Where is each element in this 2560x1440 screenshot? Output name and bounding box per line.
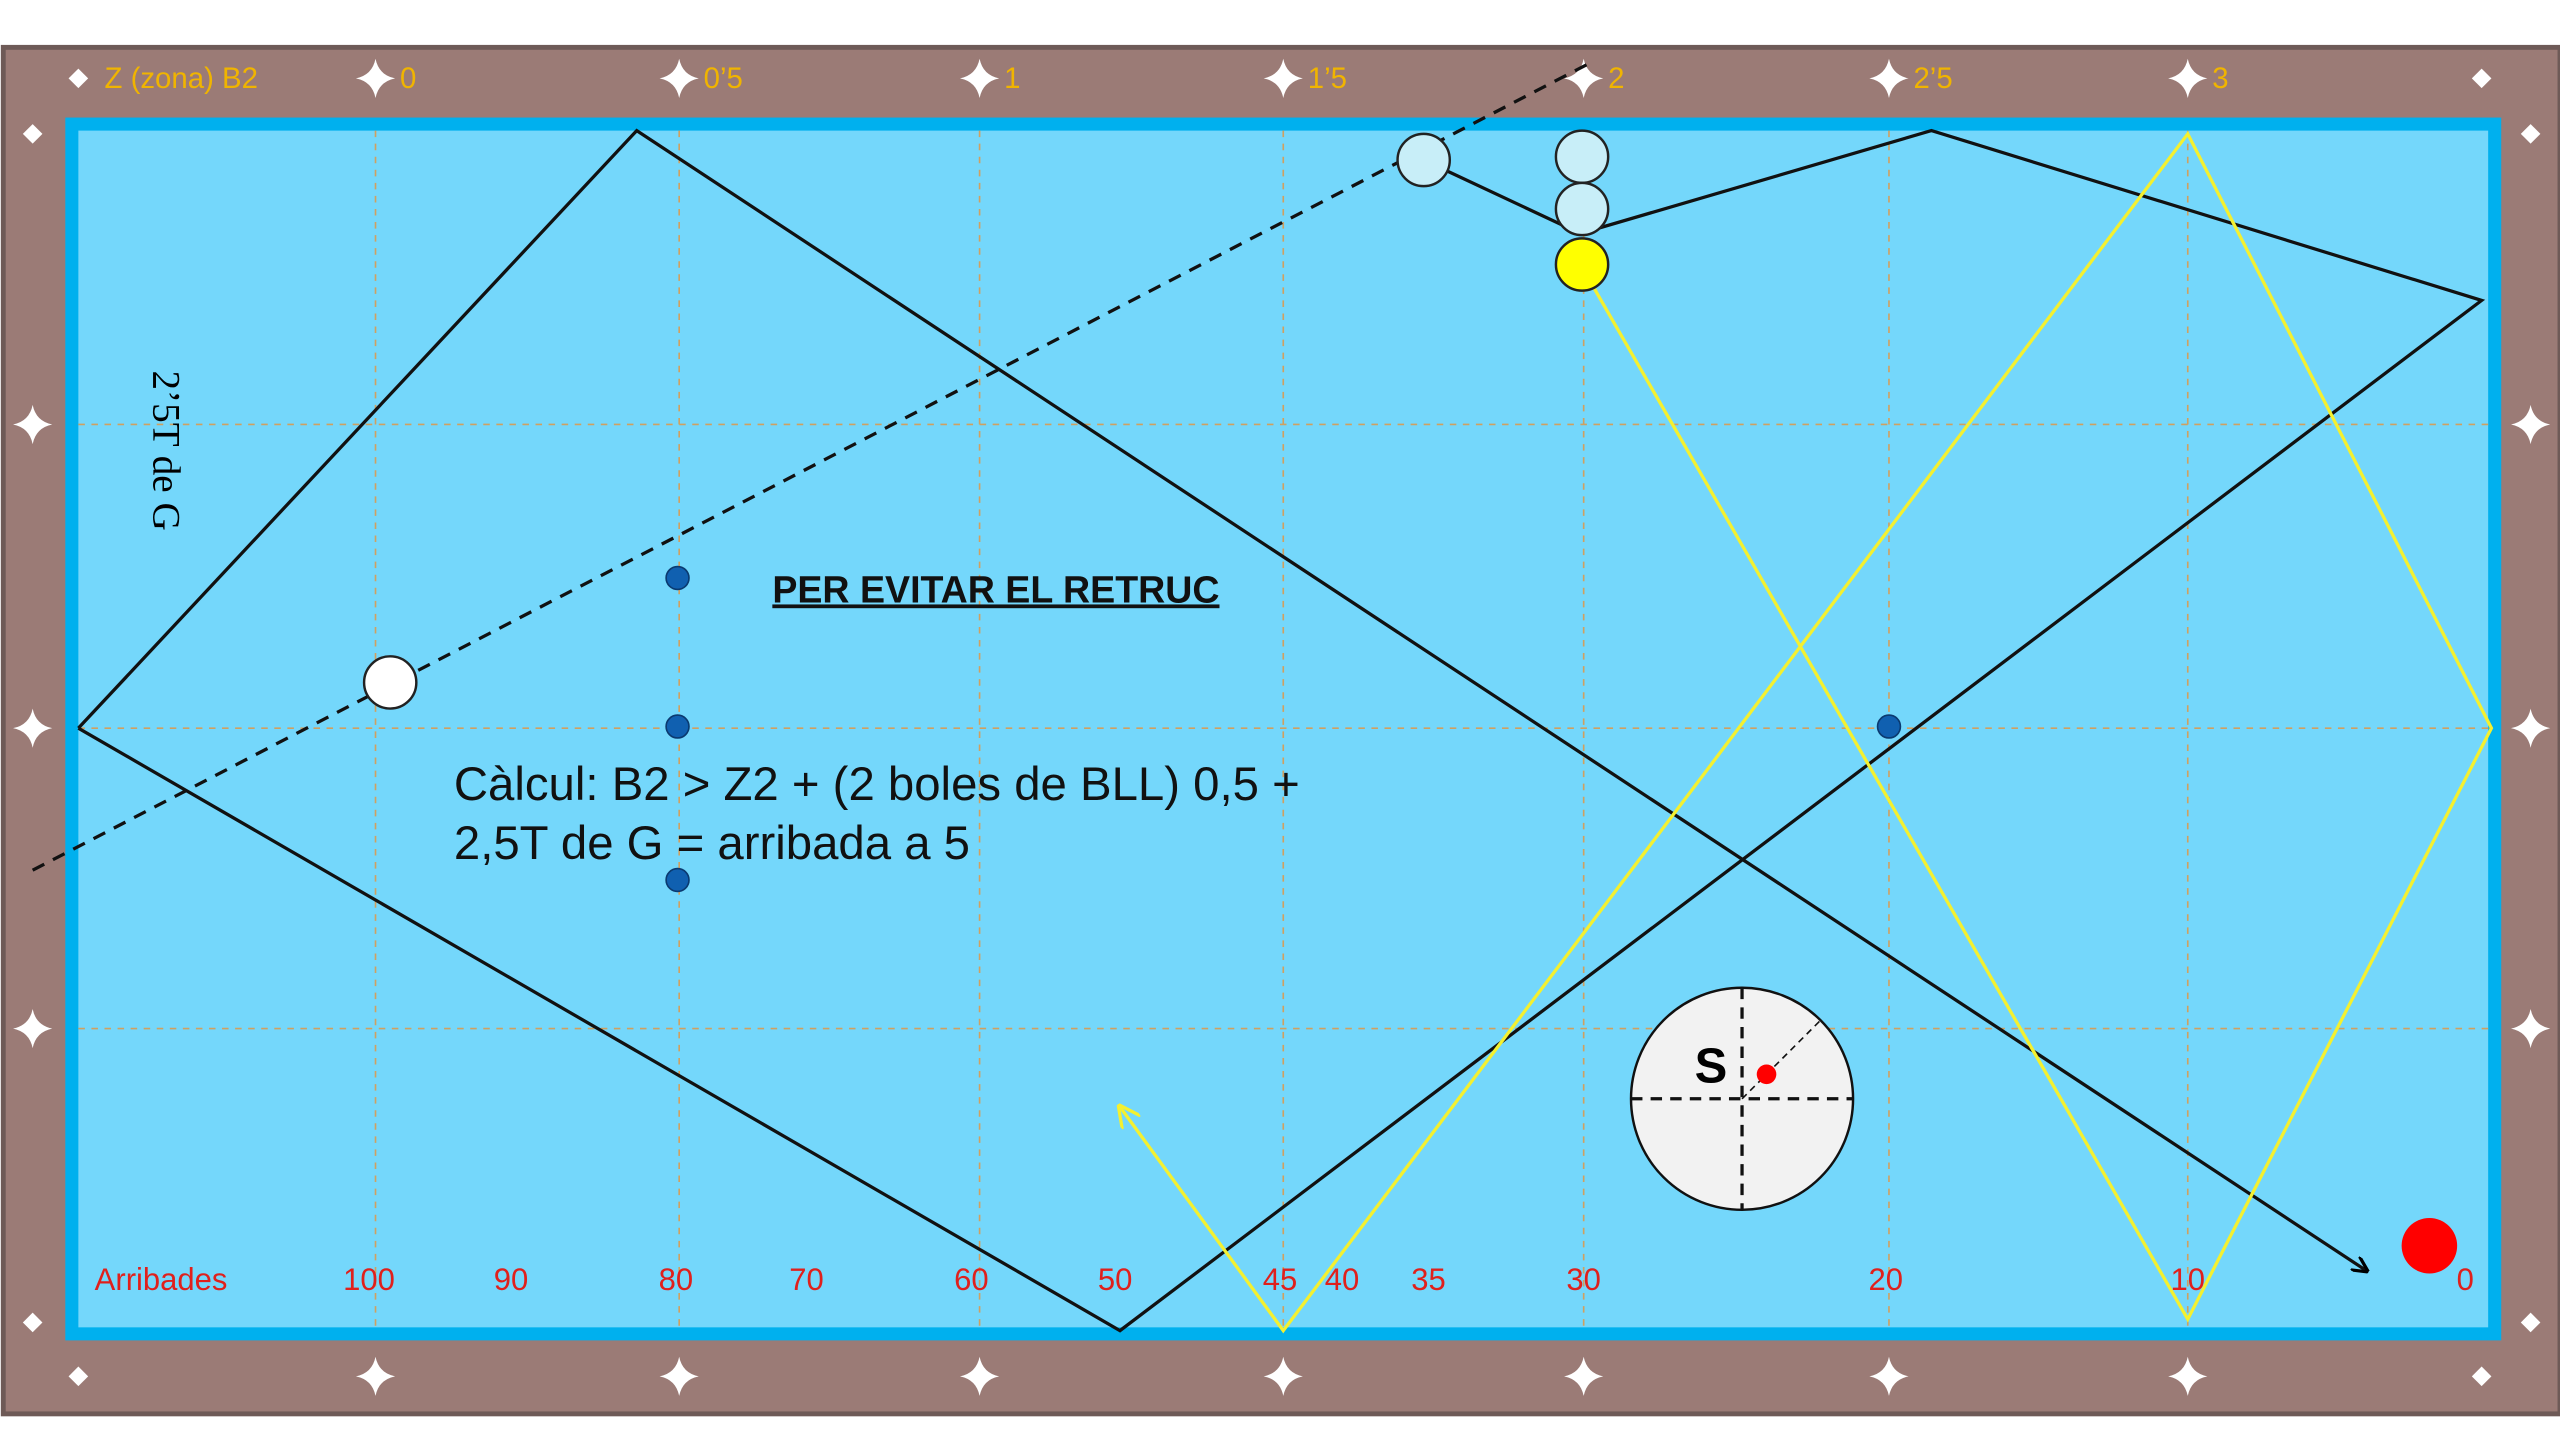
corner-diamond — [68, 68, 89, 89]
scale-label: 1’5 — [1308, 62, 1347, 95]
corner-diamond — [2471, 68, 2492, 89]
diamond — [13, 404, 53, 445]
arrival-label: 35 — [1411, 1262, 1446, 1297]
marker — [1876, 714, 1902, 739]
diamond — [355, 1356, 396, 1396]
arrival-label: 100 — [343, 1262, 395, 1297]
zone-label: Z (zona) B2 — [104, 62, 257, 95]
marker — [665, 867, 690, 893]
scale-label: 3 — [2212, 62, 2228, 95]
diamond — [2168, 58, 2208, 98]
diamond — [1869, 1356, 1909, 1396]
white-ball — [362, 655, 418, 710]
side-label: 2’5T de G — [144, 370, 187, 530]
diamond — [1263, 1356, 1303, 1396]
diamond — [2511, 708, 2551, 748]
arrival-label: 45 — [1263, 1262, 1298, 1297]
yellow-ball — [1554, 237, 1610, 292]
arrival-label: 20 — [1868, 1262, 1902, 1297]
calc-line: 2,5T de G = arribada a 5 — [454, 817, 970, 870]
yellow-path — [1120, 130, 2494, 1334]
diamond — [1564, 58, 1604, 98]
marker — [665, 714, 690, 739]
marker — [665, 565, 690, 591]
scale-label: 0’5 — [704, 62, 743, 95]
scale-label: 2 — [1608, 62, 1624, 95]
scale-label: 1 — [1004, 62, 1020, 95]
spin-indicator: S — [1629, 986, 1855, 1212]
arrivals-title: Arribades — [95, 1262, 228, 1297]
markers — [665, 565, 1902, 893]
arrival-label: 80 — [659, 1262, 694, 1297]
diamond — [2168, 1356, 2208, 1396]
diamond — [659, 1356, 699, 1396]
calc-line: Càlcul: B2 > Z2 + (2 boles de BLL) 0,5 + — [454, 758, 1300, 811]
red-ball — [2401, 1217, 2458, 1274]
spin-point — [1756, 1064, 1777, 1085]
arrival-label: 60 — [954, 1262, 989, 1297]
diamond — [13, 708, 53, 748]
axis — [1741, 1019, 1821, 1100]
arrival-label: 30 — [1566, 1262, 1601, 1297]
ghost-ball — [1554, 181, 1610, 237]
diamond — [960, 1356, 1000, 1396]
corner-diamond — [22, 1312, 43, 1333]
ghost-ball — [1554, 129, 1610, 185]
diamond — [2511, 1008, 2551, 1049]
diamond — [1564, 1356, 1604, 1396]
arrival-label: 90 — [494, 1262, 529, 1297]
corner-diamond — [2520, 1312, 2541, 1333]
diamond — [659, 58, 699, 98]
arrival-label: 10 — [2171, 1262, 2205, 1297]
scale-label: 0 — [400, 62, 416, 95]
diamond — [355, 58, 396, 98]
ghost-ball — [1396, 132, 1452, 188]
object-path — [77, 128, 2365, 1271]
diamond — [960, 58, 1000, 98]
arrival-label: 50 — [1098, 1262, 1133, 1297]
scale-label: 2’5 — [1913, 62, 1952, 95]
diamond — [1263, 58, 1303, 98]
grid — [78, 130, 2489, 1328]
diamonds — [13, 58, 2551, 1396]
spin-label: S — [1695, 1039, 1728, 1093]
diamond — [2511, 404, 2551, 445]
title: PER EVITAR EL RETRUC — [772, 568, 1219, 610]
corner-diamond — [2471, 1366, 2492, 1387]
arrival-label: 0 — [2457, 1262, 2474, 1297]
arrival-label: 40 — [1325, 1262, 1359, 1297]
arrival-label: 70 — [789, 1262, 824, 1297]
diamond — [13, 1008, 53, 1049]
corner-diamond — [68, 1366, 89, 1387]
aim-line — [31, 60, 1593, 872]
cue-path — [77, 128, 2486, 1333]
diamond — [1869, 58, 1909, 98]
